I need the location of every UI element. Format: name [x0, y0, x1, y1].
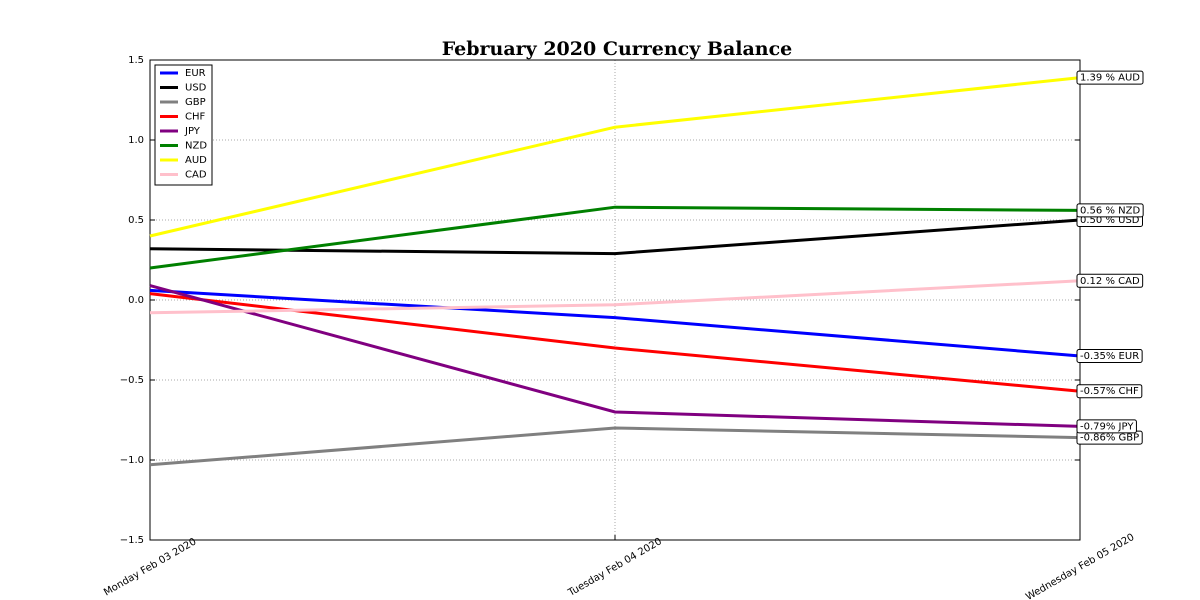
legend-label: GBP [185, 97, 206, 108]
y-tick-label: 0.0 [128, 295, 144, 306]
y-tick-label: 0.5 [128, 215, 144, 226]
legend-label: EUR [185, 68, 206, 79]
series-line [149, 292, 1081, 393]
value-label-text: -0.57% CHF [1080, 386, 1139, 397]
series-line [149, 284, 1081, 428]
legend-label: USD [185, 83, 207, 94]
x-tick-label: Monday Feb 03 2020 [102, 536, 198, 598]
y-tick-label: −1.0 [120, 455, 144, 466]
value-label-text: 0.50 % USD [1080, 215, 1140, 226]
legend-label: CAD [185, 170, 207, 181]
value-label-text: 0.56 % NZD [1080, 205, 1140, 216]
value-label-box [1076, 349, 1143, 363]
value-label: 1.39 % AUD [1076, 70, 1144, 85]
value-label: -0.86% GBP [1076, 430, 1143, 445]
series-line [149, 288, 1081, 358]
x-tick-label: Wednesday Feb 05 2020 [1024, 532, 1136, 600]
value-label-box [1076, 273, 1144, 288]
series-line [149, 76, 1081, 238]
series-line [149, 218, 1081, 256]
value-label: -0.57% CHF [1076, 384, 1143, 399]
legend-label: AUD [185, 155, 207, 166]
series-line [149, 279, 1081, 315]
series-line [149, 205, 1081, 270]
value-label: 0.56 % NZD [1076, 203, 1144, 218]
value-label-text: 0.12 % CAD [1080, 276, 1140, 287]
value-label: 0.12 % CAD [1076, 273, 1144, 288]
value-label-text: 1.39 % AUD [1080, 73, 1140, 84]
plot-frame [149, 59, 1081, 541]
x-tick-label: Tuesday Feb 04 2020 [566, 536, 664, 599]
legend-label: CHF [185, 112, 206, 123]
value-label-text: -0.35% EUR [1080, 351, 1139, 362]
value-label: -0.79% JPY [1076, 419, 1137, 434]
legend: EUR USD GBP CHF JPY NZD AUD CAD [154, 64, 213, 186]
value-label-text: -0.79% JPY [1080, 421, 1134, 432]
y-tick-label: −0.5 [120, 375, 144, 386]
value-label-box [1076, 384, 1143, 399]
legend-label: NZD [185, 141, 207, 152]
value-label: -0.35% EUR [1076, 349, 1143, 363]
legend-label: JPY [184, 126, 201, 137]
series-line [149, 426, 1081, 467]
y-tick-label: −1.5 [120, 535, 144, 546]
value-label-box [1076, 419, 1137, 434]
value-label-box [1076, 70, 1144, 85]
value-label-text: -0.86% GBP [1080, 433, 1139, 444]
y-tick-label: 1.5 [128, 55, 144, 66]
value-label-box [1076, 203, 1144, 218]
chart-title: February 2020 Currency Balance [442, 38, 793, 60]
legend-box [154, 64, 213, 186]
y-tick-label: 1.0 [128, 135, 144, 146]
